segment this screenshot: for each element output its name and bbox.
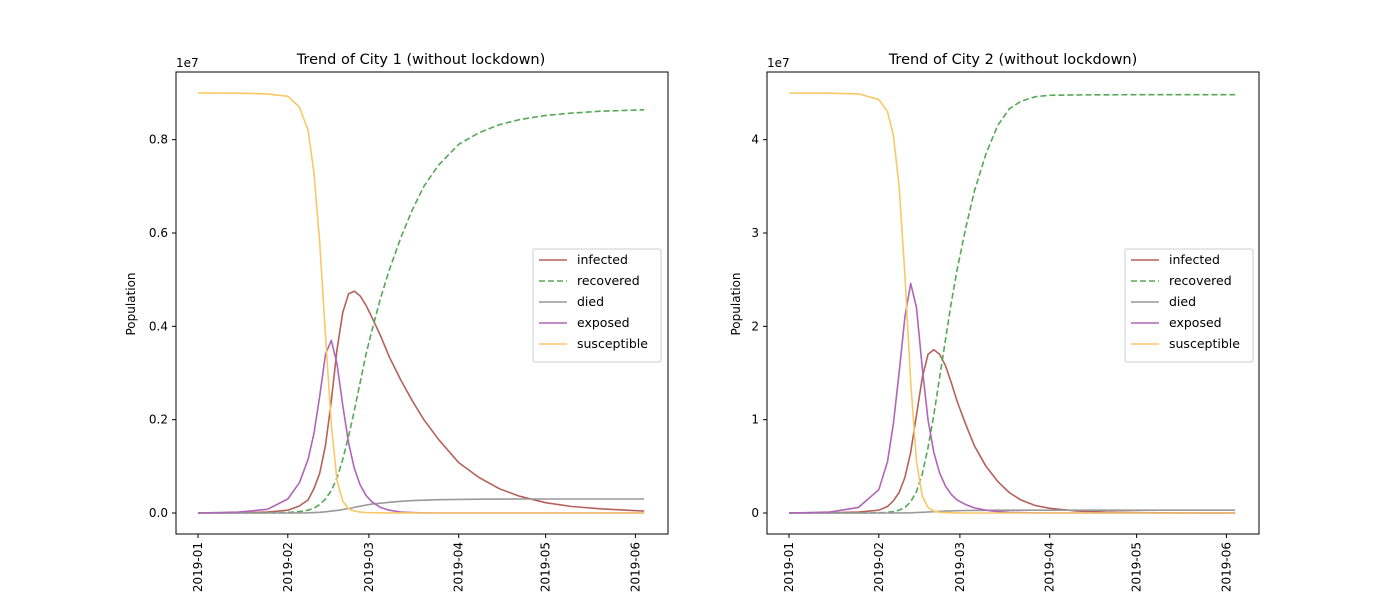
x-tick-label: 2019-02	[872, 542, 886, 592]
plot-frame	[175, 71, 669, 535]
y-tick-label: 0.0	[149, 506, 168, 520]
x-tick-label: 2019-05	[539, 542, 553, 592]
legend-label-died: died	[1169, 294, 1196, 309]
x-tick-label: 2019-04	[1043, 542, 1057, 592]
y-tick-label: 4	[751, 133, 759, 147]
plot-frame	[766, 71, 1260, 535]
legend-label-exposed: exposed	[1169, 315, 1222, 330]
chart-city-2: Trend of City 2 (without lockdown) 1e7 P…	[729, 52, 1260, 592]
y-offset-label: 1e7	[176, 56, 199, 70]
legend-box	[532, 248, 662, 363]
chart-title: Trend of City 2 (without lockdown)	[888, 52, 1138, 68]
y-tick-label: 1	[751, 413, 759, 427]
x-tick-label: 2019-05	[1130, 542, 1144, 592]
x-tick-label: 2019-03	[362, 542, 376, 592]
x-tick-label: 2019-01	[782, 542, 796, 592]
series-line-exposed	[197, 339, 645, 514]
legend-label-susceptible: susceptible	[1169, 336, 1240, 351]
x-tick-label: 2019-02	[281, 542, 295, 592]
y-tick-label: 0.8	[149, 133, 168, 147]
chart-city-1: Trend of City 1 (without lockdown) 1e7 P…	[124, 52, 669, 592]
legend: infected recovered died exposed susceptible	[532, 248, 662, 363]
x-tick-label: 2019-06	[628, 542, 642, 592]
series-line-susceptible	[197, 92, 645, 514]
y-ticks: 0 1 2 3 4	[751, 133, 767, 520]
legend: infected recovered died exposed susceptible	[1124, 248, 1254, 363]
legend-box	[1124, 248, 1254, 363]
legend-label-susceptible: susceptible	[577, 336, 648, 351]
series-line-susceptible	[788, 92, 1236, 514]
y-axis-label: Population	[124, 272, 138, 335]
y-ticks: 0.0 0.2 0.4 0.6 0.8	[149, 133, 176, 520]
x-tick-label: 2019-01	[191, 542, 205, 592]
legend-label-died: died	[577, 294, 604, 309]
series-line-died	[198, 498, 645, 514]
x-ticks: 2019-01 2019-02 2019-03 2019-04 2019-05 2019-…	[191, 534, 642, 592]
y-offset-label: 1e7	[767, 56, 790, 70]
series-line-recovered	[789, 93, 1236, 514]
y-tick-label: 0.6	[149, 226, 168, 240]
y-tick-label: 0.2	[149, 413, 168, 427]
legend-label-recovered: recovered	[577, 273, 640, 288]
x-tick-label: 2019-06	[1219, 542, 1233, 592]
legend-label-infected: infected	[1169, 252, 1220, 267]
series-lines	[197, 92, 645, 514]
legend-label-infected: infected	[577, 252, 628, 267]
y-tick-label: 2	[751, 319, 759, 333]
y-tick-label: 0	[751, 506, 759, 520]
series-line-died	[789, 509, 1236, 514]
y-tick-label: 3	[751, 226, 759, 240]
y-tick-label: 0.4	[149, 319, 168, 333]
series-line-recovered	[198, 109, 645, 514]
series-line-infected	[788, 348, 1236, 514]
x-tick-label: 2019-04	[452, 542, 466, 592]
x-tick-label: 2019-03	[953, 542, 967, 592]
chart-title: Trend of City 1 (without lockdown)	[296, 52, 546, 68]
legend-label-recovered: recovered	[1169, 273, 1232, 288]
x-ticks: 2019-01 2019-02 2019-03 2019-04 2019-05 2019-…	[782, 534, 1233, 592]
series-lines	[788, 92, 1236, 514]
y-axis-label: Population	[729, 272, 743, 335]
series-line-infected	[197, 290, 645, 514]
legend-label-exposed: exposed	[577, 315, 630, 330]
